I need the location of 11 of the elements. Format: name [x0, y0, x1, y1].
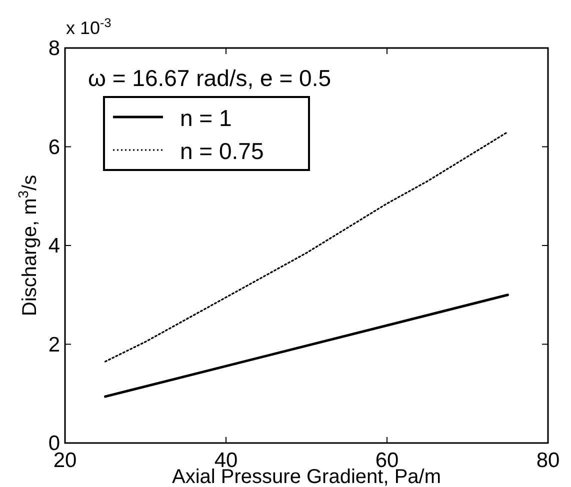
y-tick-label: 4: [48, 234, 60, 258]
legend-label: n = 0.75: [180, 138, 264, 164]
line-series: [104, 131, 509, 362]
annotation: ω = 16.67 rad/s, e = 0.5: [88, 65, 332, 91]
text: x 10$^{-3}$: [66, 16, 112, 38]
y-tick-label: 6: [48, 136, 60, 159]
x-tick-label: 20: [53, 449, 77, 472]
y-tick-label: 8: [48, 37, 60, 60]
legend-label: n = 1: [180, 105, 232, 131]
x-tick-label: 80: [536, 449, 560, 472]
y-tick-label: 2: [48, 333, 60, 356]
